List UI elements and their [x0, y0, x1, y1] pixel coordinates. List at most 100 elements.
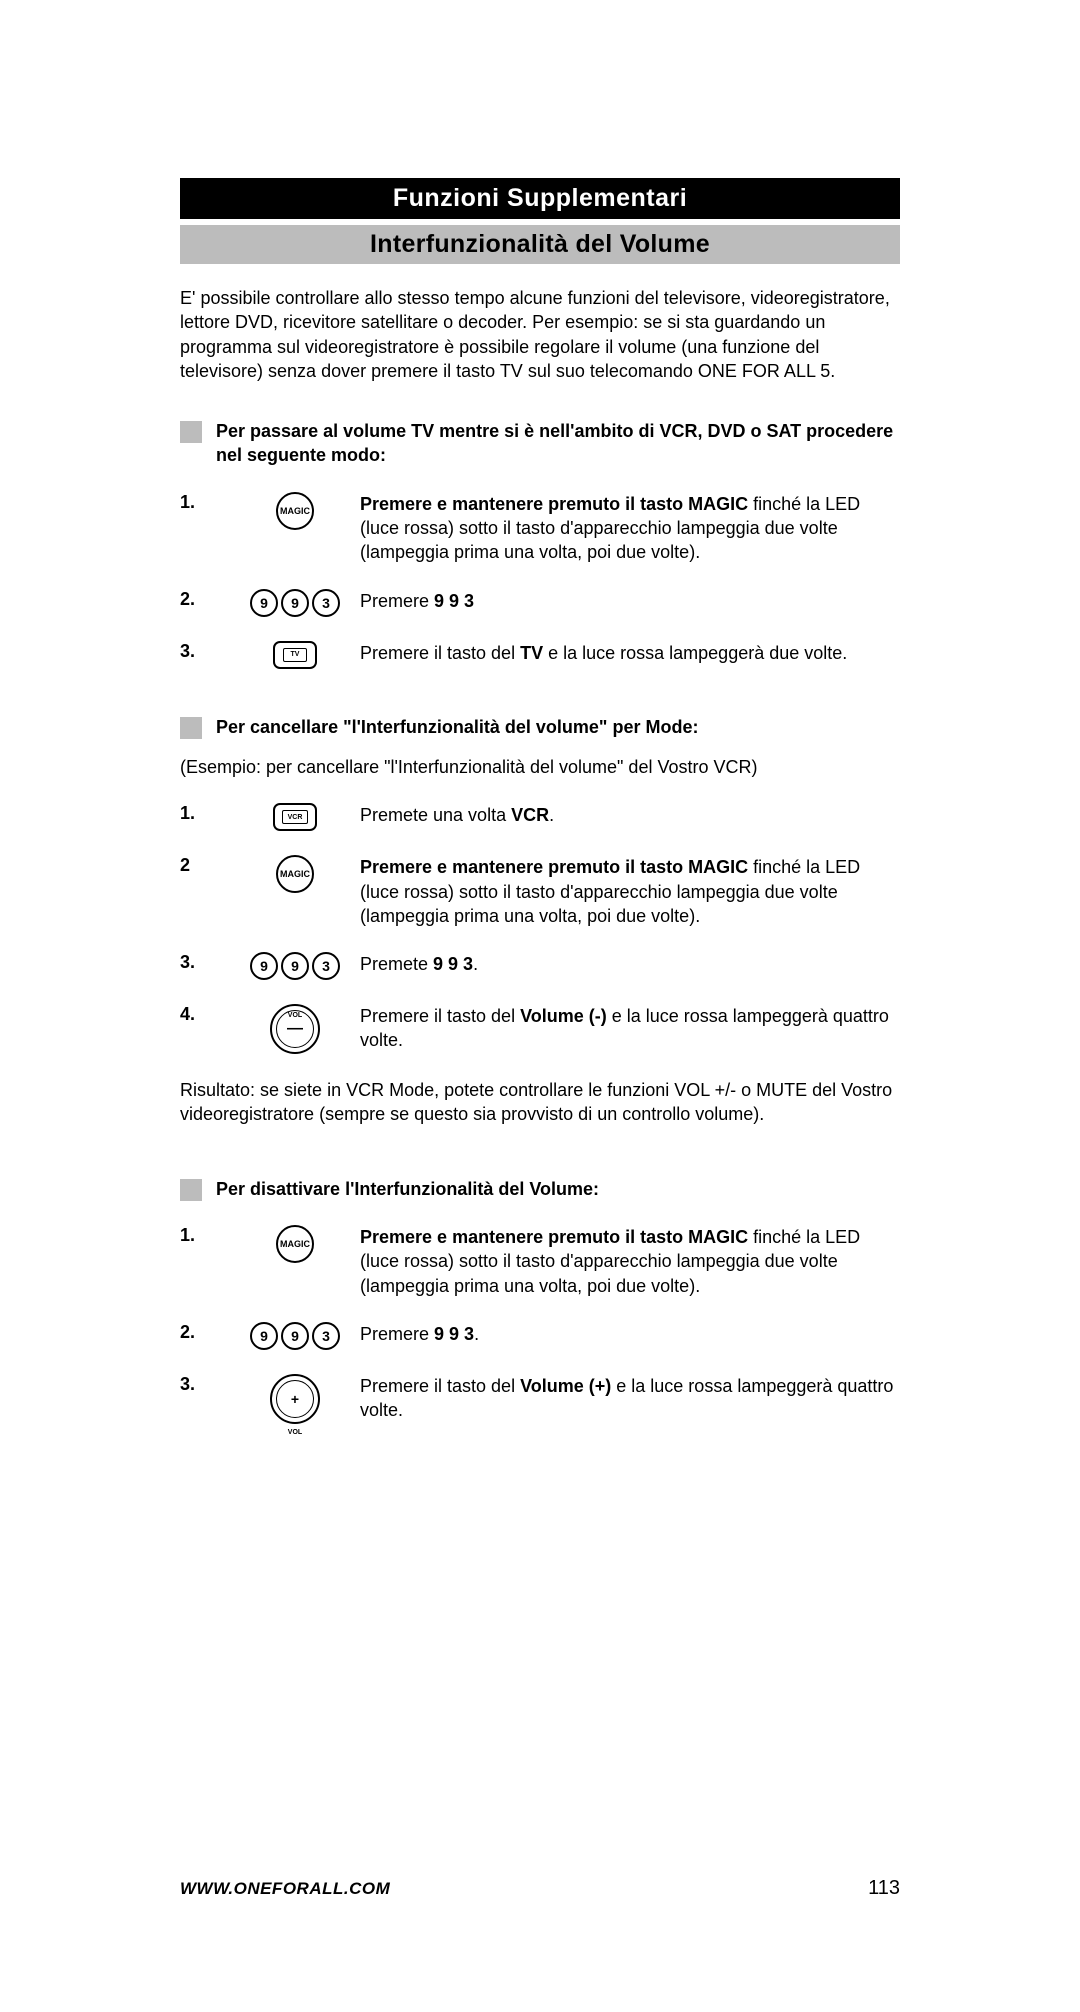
step-row: 1. MAGIC Premere e mantenere premuto il …: [180, 492, 900, 565]
step-post: .: [473, 954, 478, 974]
step-icon-cell: MAGIC: [230, 1225, 360, 1263]
digits-993-icon: 9 9 3: [250, 589, 340, 617]
step-icon-cell: VOL —: [230, 1004, 360, 1054]
magic-button-icon: MAGIC: [276, 1225, 314, 1263]
digit-icon: 9: [281, 589, 309, 617]
step-pre: Premete: [360, 954, 433, 974]
step-bold: TV: [520, 643, 543, 663]
step-text: Premere e mantenere premuto il tasto MAG…: [360, 855, 900, 928]
step-icon-cell: + VOL: [230, 1374, 360, 1424]
vol-ring: [276, 1380, 314, 1418]
step-icon-cell: 9 9 3: [230, 589, 360, 617]
page-content: Funzioni Supplementari Interfunzionalità…: [180, 0, 900, 1424]
step-text: Premere il tasto del Volume (+) e la luc…: [360, 1374, 900, 1423]
volume-plus-icon: +: [270, 1374, 320, 1424]
magic-button-icon: MAGIC: [276, 855, 314, 893]
vol-label: VOL: [288, 1012, 302, 1019]
step-pre: Premere: [360, 1324, 434, 1344]
step-bold: 9 9 3: [434, 591, 474, 611]
section2-steps: 1. VCR Premete una volta VCR. 2 MAGIC Pr…: [180, 803, 900, 1054]
tv-label: TV: [283, 648, 307, 662]
step-icon-cell: TV: [230, 641, 360, 669]
footer-url: WWW.ONEFORALL.COM: [180, 1879, 390, 1899]
intro-paragraph: E' possibile controllare allo stesso tem…: [180, 286, 900, 383]
digit-icon: 9: [250, 1322, 278, 1350]
step-number: 3.: [180, 1374, 230, 1395]
section2-heading: Per cancellare "l'Interfunzionalità del …: [216, 715, 698, 739]
page-number: 113: [868, 1877, 900, 1900]
step-row: 4. VOL — Premere il tasto del Volume (-)…: [180, 1004, 900, 1054]
step-bold: Premere e mantenere premuto il tasto MAG…: [360, 857, 748, 877]
step-text: Premere e mantenere premuto il tasto MAG…: [360, 1225, 900, 1298]
step-bold: Volume (-): [520, 1006, 607, 1026]
bullet-square-icon: [180, 717, 202, 739]
step-row: 3. + VOL Premere il tasto del Volume (+)…: [180, 1374, 900, 1424]
step-text: Premere 9 9 3: [360, 589, 900, 613]
step-row: 1. MAGIC Premere e mantenere premuto il …: [180, 1225, 900, 1298]
step-number: 1.: [180, 492, 230, 513]
step-text: Premere 9 9 3.: [360, 1322, 900, 1346]
section1-steps: 1. MAGIC Premere e mantenere premuto il …: [180, 492, 900, 669]
digit-icon: 3: [312, 589, 340, 617]
bullet-square-icon: [180, 421, 202, 443]
digit-icon: 9: [250, 952, 278, 980]
digit-icon: 3: [312, 952, 340, 980]
section1-heading-row: Per passare al volume TV mentre si è nel…: [180, 419, 900, 468]
step-pre: Premere il tasto del: [360, 1006, 520, 1026]
step-number: 1.: [180, 803, 230, 824]
volume-minus-icon: VOL —: [270, 1004, 320, 1054]
step-bold: VCR: [511, 805, 549, 825]
step-post: .: [549, 805, 554, 825]
step-rest: e la luce rossa lampeggerà due volte.: [543, 643, 847, 663]
section3-heading-row: Per disattivare l'Interfunzionalità del …: [180, 1177, 900, 1201]
step-bold: 9 9 3: [434, 1324, 474, 1344]
step-number: 2.: [180, 1322, 230, 1343]
section-title-grey: Interfunzionalità del Volume: [180, 225, 900, 264]
step-number: 2.: [180, 589, 230, 610]
digit-icon: 9: [281, 1322, 309, 1350]
step-bold: Premere e mantenere premuto il tasto MAG…: [360, 494, 748, 514]
vol-label: VOL: [288, 1429, 302, 1436]
digits-993-icon: 9 9 3: [250, 1322, 340, 1350]
step-text: Premere il tasto del Volume (-) e la luc…: [360, 1004, 900, 1053]
step-icon-cell: MAGIC: [230, 855, 360, 893]
step-row: 3. 9 9 3 Premete 9 9 3.: [180, 952, 900, 980]
step-pre: Premere il tasto del: [360, 1376, 520, 1396]
step-icon-cell: VCR: [230, 803, 360, 831]
step-number: 4.: [180, 1004, 230, 1025]
digit-icon: 9: [250, 589, 278, 617]
step-row: 2 MAGIC Premere e mantenere premuto il t…: [180, 855, 900, 928]
section-title-black: Funzioni Supplementari: [180, 178, 900, 219]
section2-heading-row: Per cancellare "l'Interfunzionalità del …: [180, 715, 900, 739]
step-icon-cell: 9 9 3: [230, 1322, 360, 1350]
vcr-button-icon: VCR: [273, 803, 317, 831]
vcr-label: VCR: [282, 810, 308, 824]
step-bold: Premere e mantenere premuto il tasto MAG…: [360, 1227, 748, 1247]
digit-icon: 3: [312, 1322, 340, 1350]
step-bold: 9 9 3: [433, 954, 473, 974]
page-footer: WWW.ONEFORALL.COM 113: [180, 1877, 900, 1900]
step-row: 3. TV Premere il tasto del TV e la luce …: [180, 641, 900, 669]
step-icon-cell: 9 9 3: [230, 952, 360, 980]
step-post: .: [474, 1324, 479, 1344]
step-icon-cell: MAGIC: [230, 492, 360, 530]
step-number: 1.: [180, 1225, 230, 1246]
step-pre: Premere il tasto del: [360, 643, 520, 663]
step-bold: Volume (+): [520, 1376, 611, 1396]
step-row: 1. VCR Premete una volta VCR.: [180, 803, 900, 831]
section1-heading: Per passare al volume TV mentre si è nel…: [216, 419, 900, 468]
vol-plus-wrap: + VOL: [270, 1374, 320, 1424]
step-pre: Premete una volta: [360, 805, 511, 825]
step-text: Premere il tasto del TV e la luce rossa …: [360, 641, 900, 665]
step-text: Premete una volta VCR.: [360, 803, 900, 827]
step-text: Premete 9 9 3.: [360, 952, 900, 976]
step-number: 2: [180, 855, 230, 876]
tv-button-icon: TV: [273, 641, 317, 669]
magic-button-icon: MAGIC: [276, 492, 314, 530]
section2-result: Risultato: se siete in VCR Mode, potete …: [180, 1078, 900, 1127]
step-pre: Premere: [360, 591, 434, 611]
step-row: 2. 9 9 3 Premere 9 9 3: [180, 589, 900, 617]
digit-icon: 9: [281, 952, 309, 980]
step-number: 3.: [180, 641, 230, 662]
step-row: 2. 9 9 3 Premere 9 9 3.: [180, 1322, 900, 1350]
